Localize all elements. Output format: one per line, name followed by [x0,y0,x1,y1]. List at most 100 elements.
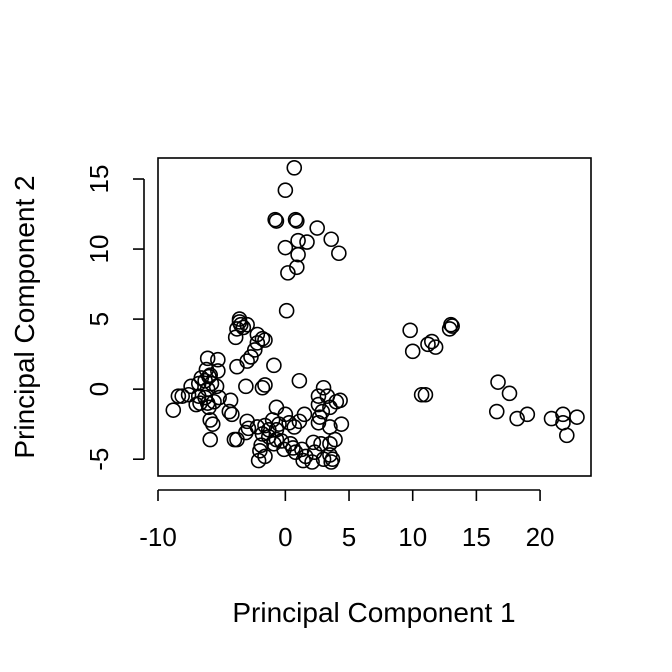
data-point [252,442,268,459]
data-point [543,410,560,427]
data-point [278,302,295,319]
data-point [277,239,294,256]
data-point [310,396,327,413]
data-point [286,419,303,435]
y-tick-label: 0 [84,382,114,396]
data-point [229,321,245,337]
data-point [309,220,325,236]
data-point [322,447,338,463]
data-point [420,336,436,353]
data-point [165,402,182,418]
data-point [190,375,207,392]
data-point [322,435,338,452]
y-tick-label: -5 [84,448,114,471]
data-point [235,319,252,336]
data-point [238,378,254,395]
y-axis-title: Principal Component 2 [9,175,40,458]
data-point [286,160,303,176]
data-point [277,406,294,423]
data-point [310,388,327,404]
x-tick-label: 10 [398,522,427,552]
data-point [289,259,305,276]
data-point [444,318,460,334]
y-axis: -5 0 5 10 15 [84,165,145,471]
data-point [331,245,347,262]
data-point [229,431,245,448]
plot-frame [157,157,592,477]
x-tick-label: -10 [139,522,177,552]
data-point [277,182,294,199]
data-point [313,435,329,452]
x-tick-label: 0 [278,522,292,552]
data-point [559,427,575,444]
data-point [253,437,269,453]
data-point [267,211,283,228]
data-point [257,417,273,434]
data-point [249,335,266,351]
x-tick-label: 5 [342,522,356,552]
data-point [208,378,225,395]
data-point [441,321,458,337]
data-point [276,441,292,458]
data-point [257,377,273,393]
data-point [322,419,338,435]
data-point [488,403,505,420]
data-point [240,420,257,437]
data-point [289,213,305,229]
data-point [227,329,244,346]
data-point [199,350,216,367]
data-point [315,379,332,396]
data-point [519,406,536,423]
data-point [254,330,271,347]
data-point [273,433,290,449]
data-point [280,265,296,281]
data-point [281,414,297,431]
data-point [490,374,506,390]
data-points [165,160,585,470]
y-tick-label: 15 [84,165,114,194]
data-point [268,399,285,416]
data-point [333,416,350,432]
data-point [257,332,273,348]
data-point [285,440,301,456]
data-point [183,378,199,395]
data-point [305,434,322,451]
data-point [323,231,340,248]
x-axis-title: Principal Component 1 [232,597,515,628]
data-point [299,234,315,250]
data-point [311,409,328,425]
data-point [569,409,585,425]
data-point [210,363,226,379]
data-point [332,392,348,409]
data-point [174,388,190,404]
data-point [310,414,327,431]
data-point [221,403,238,420]
x-tick-label: 20 [526,522,555,552]
data-point [287,211,304,228]
y-tick-label: 5 [84,312,114,326]
data-point [206,393,222,410]
data-point [413,386,430,403]
data-point [202,412,219,428]
x-tick-label: 15 [462,522,491,552]
data-point [268,213,285,229]
data-point [295,452,311,469]
data-point [170,388,187,404]
data-point [291,372,308,389]
data-point [501,385,518,402]
data-point [239,316,255,333]
x-axis: -10 0 5 10 15 20 [139,489,555,552]
data-point [243,349,259,365]
data-point [204,416,221,432]
data-point [427,339,444,355]
data-point [254,379,271,396]
data-point [224,406,240,423]
data-point [323,454,340,470]
data-point [250,452,267,469]
y-tick-label: 10 [84,235,114,264]
data-point [402,322,418,339]
data-point [201,399,217,416]
data-point [290,246,306,263]
data-point [229,358,245,375]
